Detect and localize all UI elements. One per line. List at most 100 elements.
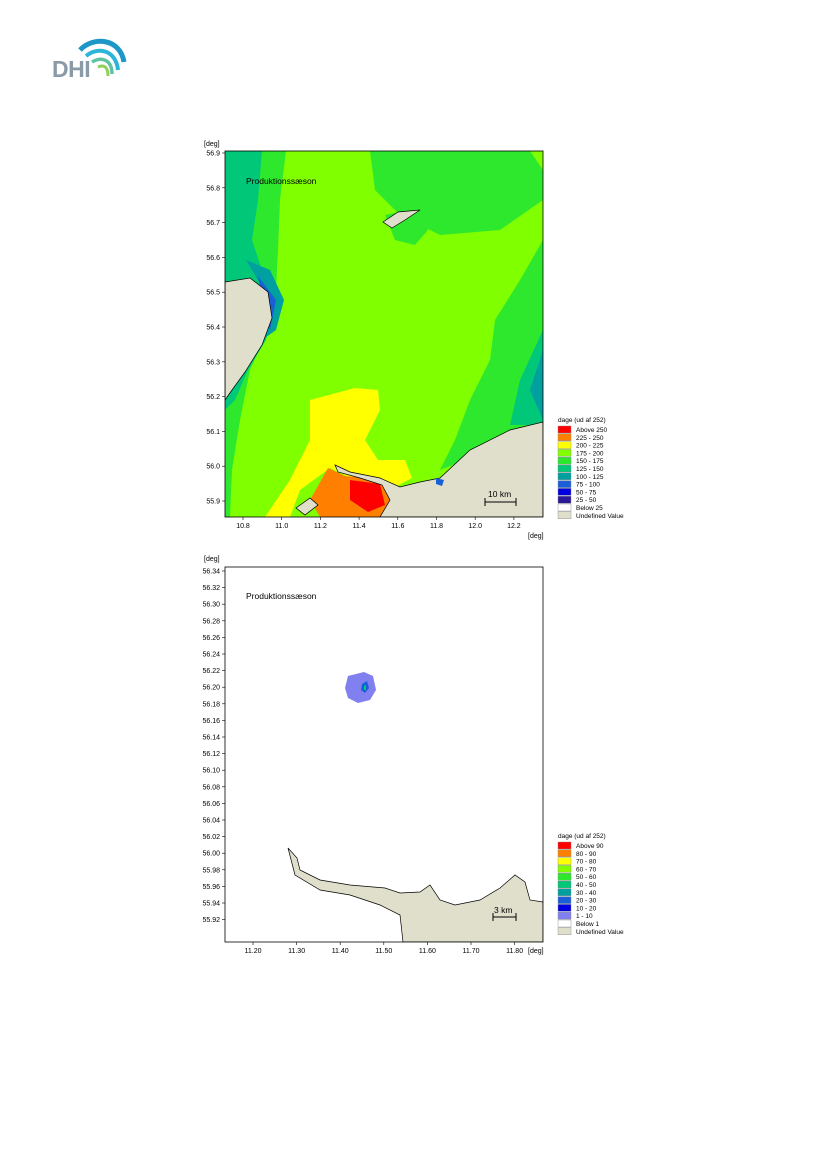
dhi-wave-icon xyxy=(78,38,127,77)
x-tick-label: 12.0 xyxy=(468,523,482,530)
y-tick-label: 55.96 xyxy=(202,884,220,891)
map-2-x-unit: [deg] xyxy=(528,948,544,955)
legend-label: Below 25 xyxy=(576,505,603,512)
map-2-scale-label: 3 km xyxy=(494,905,512,915)
legend-swatch xyxy=(557,464,572,473)
map-2-x-axis: 11.20 11.30 11.40 11.50 11.60 11.70 11.80 xyxy=(245,942,523,955)
x-tick-label: 10.8 xyxy=(236,523,250,530)
map-1: Produktionssæson [deg] [deg] 56.956.856.… xyxy=(204,141,624,540)
y-tick-label: 56.6 xyxy=(206,255,220,262)
y-tick-label: 56.4 xyxy=(206,325,220,332)
legend-swatch xyxy=(557,449,572,457)
y-tick-label: 56.10 xyxy=(202,768,220,775)
legend-label: 1 - 10 xyxy=(576,913,593,920)
y-tick-label: 56.22 xyxy=(202,668,220,675)
legend-swatch xyxy=(557,425,572,434)
legend-swatch xyxy=(557,919,572,928)
legend-label: Above 250 xyxy=(576,427,607,434)
map-2-y-axis: 56.34 56.32 56.30 56.28 56.26 56.24 56.22 56.20… xyxy=(202,569,225,924)
legend-swatch xyxy=(557,849,572,857)
y-tick-label: 56.0 xyxy=(206,464,220,471)
legend-swatch xyxy=(557,457,572,465)
y-tick-label: 56.20 xyxy=(202,685,220,692)
y-tick-label: 56.14 xyxy=(202,735,220,742)
x-tick-label: 11.70 xyxy=(463,948,480,955)
map-2-scale-bar: 3 km xyxy=(492,905,517,921)
map-1-scale-bar: 10 km xyxy=(484,489,517,506)
map-2: Produktionssæson [deg] [deg] 56.3456.325… xyxy=(202,556,623,955)
x-tick-label: 11.6 xyxy=(391,523,404,530)
legend-swatch xyxy=(557,880,572,889)
map-2-legend-title: dage (ud af 252) xyxy=(558,833,606,840)
map-1-legend-title: dage (ud af 252) xyxy=(558,417,606,424)
y-tick-label: 56.3 xyxy=(206,359,220,366)
legend-swatch xyxy=(557,857,572,865)
legend-swatch xyxy=(557,472,572,480)
legend-label: 200 - 225 xyxy=(576,443,604,450)
legend-label: 225 - 250 xyxy=(576,435,604,442)
x-tick-label: 11.8 xyxy=(430,523,443,530)
legend-label: 150 - 175 xyxy=(576,458,604,465)
map-1-y-axis: 56.9 56.8 56.7 56.6 56.5 56.4 56.3 56.2 56.1 56.0… xyxy=(206,151,225,506)
y-tick-label: 56.32 xyxy=(202,585,220,592)
y-tick-label: 56.16 xyxy=(202,718,220,725)
y-tick-label: 56.02 xyxy=(202,834,220,841)
legend-swatch xyxy=(557,496,572,504)
legend-swatch xyxy=(557,841,572,850)
x-tick-label: 11.20 xyxy=(245,948,262,955)
y-tick-label: 56.26 xyxy=(202,635,220,642)
map-1-y-unit: [deg] xyxy=(204,141,220,148)
map-1-scale-label: 10 km xyxy=(488,489,511,499)
legend-label: 30 - 40 xyxy=(576,890,597,897)
legend-swatch xyxy=(557,503,572,512)
x-tick-label: 11.2 xyxy=(314,523,327,530)
legend-label: Undefined Value xyxy=(576,929,624,936)
map-1-x-unit: [deg] xyxy=(528,533,544,540)
legend-swatch xyxy=(557,433,572,441)
y-tick-label: 56.08 xyxy=(202,784,220,791)
legend-label: 50 - 60 xyxy=(576,874,597,881)
y-tick-label: 56.9 xyxy=(206,151,220,158)
legend-label: 125 - 150 xyxy=(576,466,604,473)
y-tick-label: 56.12 xyxy=(202,751,220,758)
map-2-y-unit: [deg] xyxy=(204,556,220,563)
y-tick-label: 56.1 xyxy=(206,429,220,436)
legend-label: 75 - 100 xyxy=(576,482,600,489)
y-tick-label: 56.24 xyxy=(202,652,220,659)
legend-swatch xyxy=(557,927,572,935)
x-tick-label: 11.50 xyxy=(375,948,392,955)
legend-swatch xyxy=(557,873,572,881)
y-tick-label: 55.9 xyxy=(206,499,220,506)
x-tick-label: 11.30 xyxy=(288,948,305,955)
legend-label: 10 - 20 xyxy=(576,905,597,912)
y-tick-label: 55.94 xyxy=(202,901,220,908)
dhi-logo: DHI xyxy=(48,36,128,84)
y-tick-label: 56.18 xyxy=(202,701,220,708)
legend-label: 40 - 50 xyxy=(576,882,597,889)
legend-label: 80 - 90 xyxy=(576,851,597,858)
legend-label: 20 - 30 xyxy=(576,898,597,905)
legend-label: 25 - 50 xyxy=(576,497,597,504)
y-tick-label: 55.98 xyxy=(202,867,220,874)
map-2-field xyxy=(225,567,543,942)
legend-swatch xyxy=(557,441,572,449)
legend-label: Below 1 xyxy=(576,921,600,928)
legend-label: 50 - 75 xyxy=(576,489,597,496)
legend-swatch xyxy=(557,888,572,896)
y-tick-label: 56.2 xyxy=(206,394,220,401)
map-1-title: Produktionssæson xyxy=(246,176,317,186)
map-1-x-axis: 10.8 11.0 11.2 11.4 11.6 11.8 12.0 12.2 xyxy=(236,517,521,530)
x-tick-label: 11.80 xyxy=(506,948,523,955)
y-tick-label: 56.06 xyxy=(202,801,220,808)
legend-label: 70 - 80 xyxy=(576,859,597,866)
legend-swatch xyxy=(557,488,572,496)
legend-label: 100 - 125 xyxy=(576,474,604,481)
x-tick-label: 11.4 xyxy=(353,523,366,530)
legend-label: 60 - 70 xyxy=(576,866,597,873)
map-1-field xyxy=(225,151,543,517)
x-tick-label: 11.60 xyxy=(419,948,436,955)
y-tick-label: 56.00 xyxy=(202,851,220,858)
x-tick-label: 11.40 xyxy=(332,948,349,955)
